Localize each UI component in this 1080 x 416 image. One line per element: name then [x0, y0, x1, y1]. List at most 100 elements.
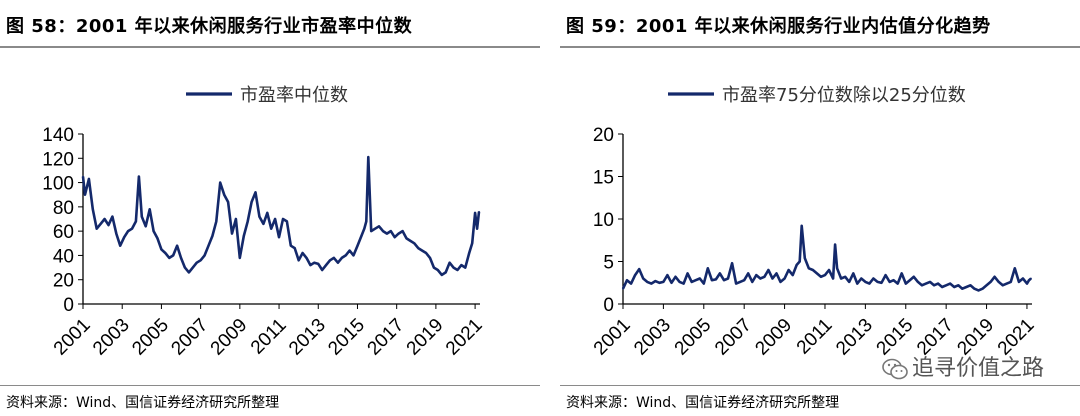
- left-x-tick-label: 2005: [128, 315, 173, 360]
- left-y-tick-label: 0: [63, 295, 74, 316]
- left-title-rule: [0, 46, 540, 48]
- left-data-point: [135, 220, 137, 223]
- left-data-point: [84, 193, 86, 196]
- left-data-point: [164, 252, 167, 254]
- right-source-note: 资料来源：Wind、国信证券经济研究所整理: [566, 395, 840, 411]
- right-data-point: [634, 274, 637, 276]
- left-x-tick-label: 2003: [89, 315, 134, 360]
- left-data-point: [246, 220, 249, 223]
- right-data-point: [860, 277, 863, 280]
- right-data-point: [755, 274, 758, 276]
- right-data-point: [731, 262, 733, 265]
- left-data-point: [340, 256, 343, 259]
- left-data-point: [282, 218, 284, 220]
- left-line-chart: 0204060801001201402001200320052007200920…: [42, 85, 486, 360]
- left-data-point: [474, 212, 476, 214]
- left-data-point: [385, 232, 388, 235]
- right-data-point: [949, 282, 952, 285]
- left-data-point: [329, 259, 331, 262]
- right-data-point: [751, 281, 754, 283]
- right-y-tick-label: 5: [603, 253, 614, 274]
- left-data-point: [199, 259, 202, 262]
- right-x-tick-label: 2013: [832, 315, 877, 360]
- left-data-point: [215, 220, 218, 223]
- right-data-point: [876, 281, 879, 283]
- right-data-point: [719, 272, 721, 275]
- left-series-line: [81, 155, 481, 277]
- left-data-point: [429, 256, 431, 259]
- right-y-tick-label: 15: [593, 168, 614, 189]
- left-data-point: [456, 269, 459, 271]
- right-data-point: [884, 274, 887, 276]
- left-data-point: [436, 269, 439, 271]
- right-data-point: [900, 272, 903, 275]
- right-data-point: [791, 274, 794, 276]
- right-data-point: [1022, 277, 1024, 280]
- left-bottom-rule: [0, 385, 540, 386]
- left-data-point: [352, 254, 355, 257]
- right-data-point: [916, 281, 919, 283]
- left-data-point: [365, 220, 368, 223]
- left-data-point: [448, 261, 451, 264]
- right-data-point: [925, 282, 927, 285]
- left-data-point: [309, 264, 312, 267]
- left-data-point: [168, 256, 171, 259]
- right-data-point: [650, 282, 653, 285]
- left-data-point: [87, 178, 90, 180]
- left-data-point: [131, 227, 133, 230]
- right-data-point: [1030, 277, 1032, 280]
- left-data-point: [140, 215, 143, 218]
- right-data-point: [985, 284, 988, 287]
- right-title-rule: [560, 46, 1080, 48]
- right-data-point: [775, 272, 778, 275]
- right-data-point: [807, 267, 810, 270]
- left-data-point: [476, 227, 478, 230]
- left-data-point: [433, 266, 435, 269]
- right-data-point: [686, 272, 689, 275]
- left-data-point: [176, 244, 179, 247]
- left-data-point: [91, 208, 94, 211]
- right-data-point: [811, 269, 814, 271]
- left-y-tick-label: 80: [53, 198, 74, 219]
- right-data-point: [763, 275, 766, 278]
- left-data-point: [297, 259, 300, 262]
- left-source-note: 资料来源：Wind、国信证券经济研究所整理: [6, 395, 280, 411]
- left-data-point: [258, 215, 261, 218]
- left-data-point: [127, 230, 129, 233]
- left-data-point: [160, 248, 163, 251]
- left-chart-panel: 图 58：2001 年以来休闲服务行业市盈率中位数 0 20 40 60 80 100 12…: [0, 16, 540, 411]
- left-data-point: [115, 232, 118, 235]
- left-data-point: [413, 242, 416, 245]
- right-data-point: [674, 275, 677, 278]
- right-x-tick-label: 2007: [711, 315, 756, 360]
- right-data-point: [969, 284, 972, 287]
- right-data-point: [798, 260, 801, 263]
- left-data-point: [344, 254, 347, 257]
- right-data-point: [622, 287, 624, 290]
- right-data-point: [638, 268, 641, 271]
- right-data-point: [888, 281, 891, 283]
- left-data-point: [389, 230, 392, 233]
- left-y-tick-label: 40: [53, 246, 74, 267]
- right-data-point: [727, 277, 729, 280]
- left-data-point: [356, 244, 359, 247]
- left-x-tick-label: 2019: [403, 315, 448, 360]
- left-data-point: [180, 256, 182, 259]
- right-data-point: [678, 281, 681, 283]
- right-data-point: [767, 269, 770, 271]
- right-data-point: [739, 281, 742, 283]
- watermark: 追寻价值之路: [882, 350, 1044, 382]
- right-data-point: [1001, 284, 1004, 287]
- left-data-point: [293, 247, 296, 250]
- right-data-point: [658, 281, 661, 284]
- right-data-point: [868, 282, 871, 285]
- left-data-point: [266, 212, 269, 214]
- left-x-tick-label: 2017: [364, 315, 409, 360]
- right-data-point: [892, 279, 895, 282]
- right-x-tick-label: 2001: [590, 315, 635, 360]
- right-data-point: [828, 269, 830, 271]
- right-x-tick-label: 2005: [671, 315, 716, 360]
- right-data-point: [787, 269, 790, 271]
- right-data-point: [698, 277, 701, 280]
- left-data-point: [333, 256, 335, 259]
